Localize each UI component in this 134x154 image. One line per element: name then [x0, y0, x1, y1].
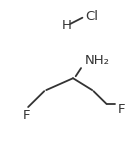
Text: Cl: Cl — [85, 10, 98, 23]
Text: F: F — [118, 103, 125, 116]
Text: NH₂: NH₂ — [85, 54, 110, 67]
Text: H: H — [61, 19, 71, 32]
Text: F: F — [22, 109, 30, 122]
